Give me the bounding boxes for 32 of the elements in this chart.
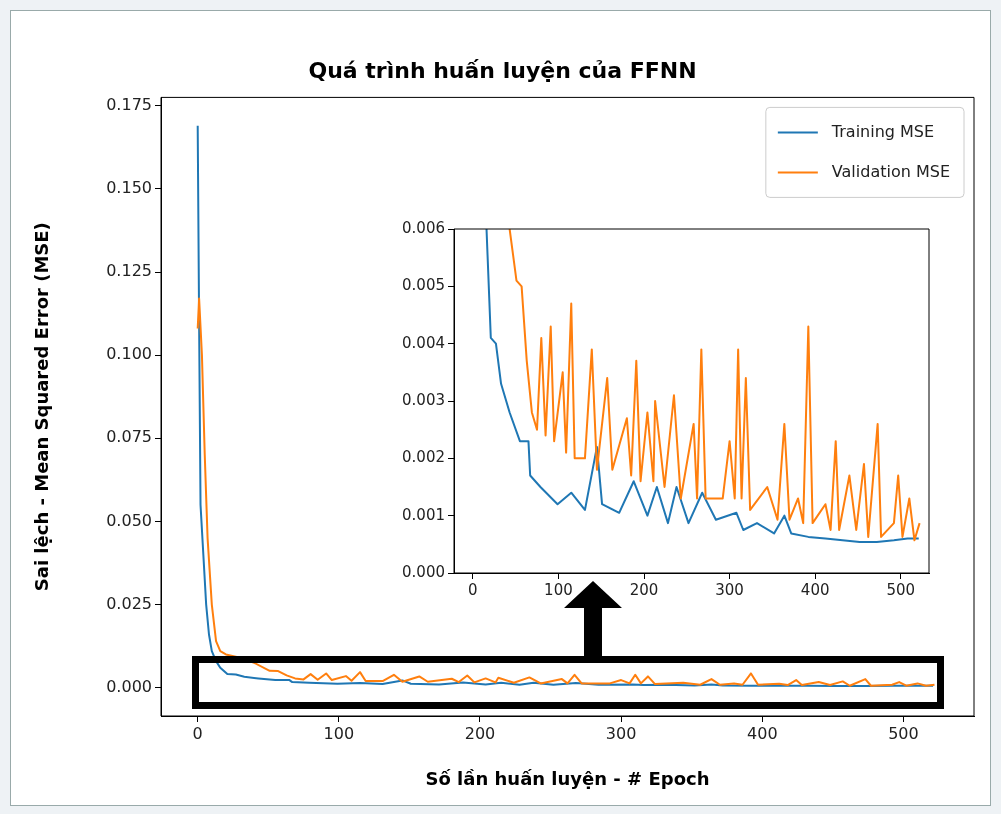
y-tick-label: 0.000 (402, 562, 445, 581)
y-tick-label: 0.005 (402, 276, 445, 295)
x-tick-label: 300 (715, 580, 744, 599)
x-tick-label: 100 (544, 580, 573, 599)
y-tick-label: 0.000 (106, 676, 152, 696)
x-tick-label: 0 (192, 723, 203, 743)
x-tick-label: 100 (323, 723, 355, 743)
x-axis-title: Số lần huấn luyện - # Epoch (425, 767, 710, 789)
legend-label: Validation MSE (831, 161, 951, 181)
x-tick-label: 300 (605, 723, 637, 743)
y-tick-label: 0.100 (106, 344, 152, 364)
x-tick-label: 200 (629, 580, 659, 599)
x-tick-label: 500 (886, 580, 916, 599)
y-tick-label: 0.004 (402, 333, 445, 352)
y-axis-title: Sai lệch - Mean Squared Error (MSE) (31, 222, 53, 592)
y-tick-label: 0.025 (106, 593, 152, 613)
x-tick-label: 500 (888, 723, 919, 743)
y-tick-label: 0.006 (402, 218, 445, 237)
y-tick-label: 0.003 (402, 390, 445, 409)
y-tick-label: 0.150 (106, 178, 152, 198)
y-tick-label: 0.125 (106, 261, 152, 281)
x-tick-label: 200 (464, 723, 496, 743)
x-tick-label: 400 (747, 723, 778, 743)
y-tick-label: 0.050 (106, 510, 152, 530)
y-tick-label: 0.002 (402, 448, 445, 467)
y-tick-label: 0.075 (106, 427, 152, 447)
y-tick-label: 0.175 (106, 94, 152, 114)
x-tick-label: 0 (468, 580, 478, 599)
legend-label: Training MSE (830, 121, 935, 141)
x-tick-label: 400 (800, 580, 830, 599)
y-tick-label: 0.001 (402, 505, 445, 524)
chart-title: Quá trình huấn luyện của FFNN (308, 57, 697, 83)
